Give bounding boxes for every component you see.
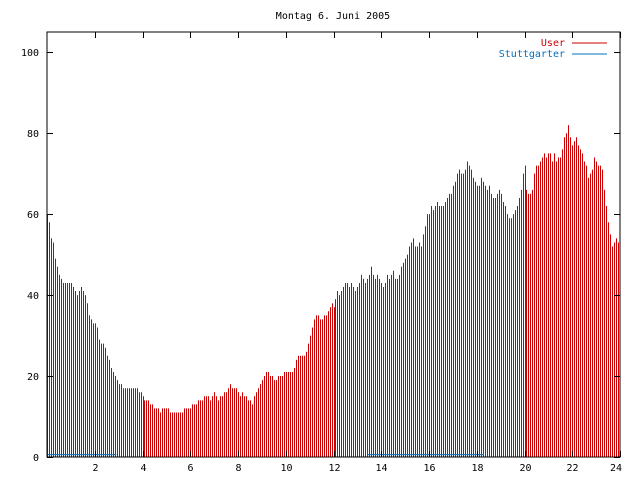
y-tick-label: 40 [27, 291, 39, 302]
x-tick-label: 6 [187, 463, 193, 474]
x-tick-label: 22 [566, 463, 578, 474]
x-tick-label: 4 [140, 463, 146, 474]
x-tick-label: 14 [375, 463, 387, 474]
x-tick-label: 2 [92, 463, 98, 474]
chart-title: Montag 6. Juni 2005 [276, 11, 390, 22]
y-tick-label: 80 [27, 129, 39, 140]
x-tick-label: 8 [235, 463, 241, 474]
x-tick-label: 16 [423, 463, 435, 474]
y-tick-label: 100 [21, 48, 39, 59]
y-tick-label: 0 [33, 453, 39, 464]
x-tick-label: 10 [280, 463, 292, 474]
legend: User Stuttgarter [499, 38, 607, 60]
legend-label-stuttgarter: Stuttgarter [499, 49, 565, 60]
x-tick-label: 24 [610, 463, 622, 474]
y-tick-label: 20 [27, 372, 39, 383]
legend-label-user: User [541, 38, 565, 49]
plot-border [46, 31, 621, 458]
y-tick-label: 60 [27, 210, 39, 221]
x-tick-label: 20 [519, 463, 531, 474]
x-tick-label: 12 [328, 463, 340, 474]
user-bars [47, 125, 619, 457]
x-tick-label: 18 [471, 463, 483, 474]
